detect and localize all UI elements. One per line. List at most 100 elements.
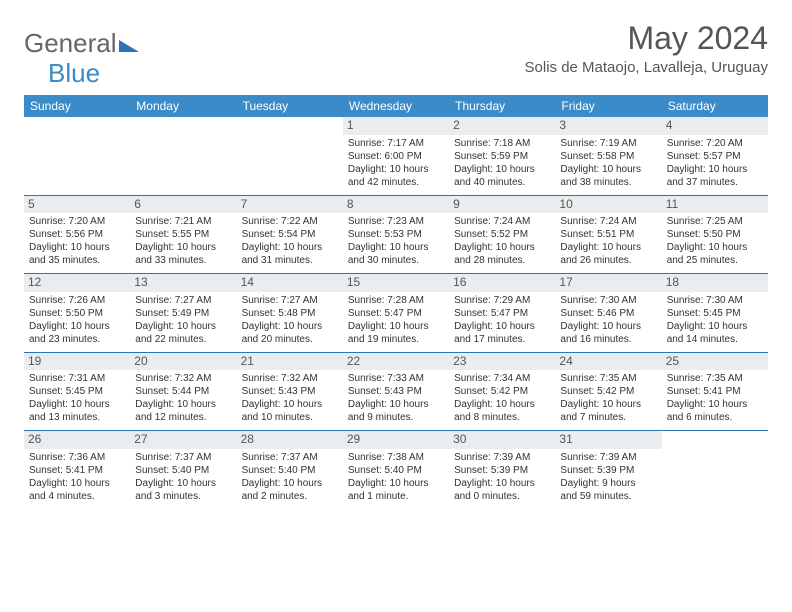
sunrise-text: Sunrise: 7:32 AM — [242, 372, 338, 385]
daylight-text: Daylight: 10 hours — [242, 477, 338, 490]
daylight-text: and 33 minutes. — [135, 254, 231, 267]
sunset-text: Sunset: 5:47 PM — [454, 307, 550, 320]
daylight-text: and 28 minutes. — [454, 254, 550, 267]
day-cell: 25Sunrise: 7:35 AMSunset: 5:41 PMDayligh… — [662, 352, 768, 431]
day-cell: 11Sunrise: 7:25 AMSunset: 5:50 PMDayligh… — [662, 195, 768, 274]
daylight-text: Daylight: 10 hours — [667, 163, 763, 176]
daylight-text: and 12 minutes. — [135, 411, 231, 424]
daylight-text: and 38 minutes. — [560, 176, 656, 189]
daylight-text: Daylight: 10 hours — [454, 241, 550, 254]
logo-text-2: Blue — [48, 58, 100, 89]
sunrise-text: Sunrise: 7:31 AM — [29, 372, 125, 385]
daylight-text: and 2 minutes. — [242, 490, 338, 503]
day-number: 2 — [449, 117, 555, 135]
sunset-text: Sunset: 5:55 PM — [135, 228, 231, 241]
week-row: 12Sunrise: 7:26 AMSunset: 5:50 PMDayligh… — [24, 274, 768, 353]
daylight-text: and 6 minutes. — [667, 411, 763, 424]
sunset-text: Sunset: 5:58 PM — [560, 150, 656, 163]
day-cell: 8Sunrise: 7:23 AMSunset: 5:53 PMDaylight… — [343, 195, 449, 274]
logo-text-1: General — [24, 28, 117, 59]
daylight-text: and 16 minutes. — [560, 333, 656, 346]
sunrise-text: Sunrise: 7:19 AM — [560, 137, 656, 150]
day-cell: 3Sunrise: 7:19 AMSunset: 5:58 PMDaylight… — [555, 117, 661, 195]
day-cell: 30Sunrise: 7:39 AMSunset: 5:39 PMDayligh… — [449, 431, 555, 509]
day-cell: 10Sunrise: 7:24 AMSunset: 5:51 PMDayligh… — [555, 195, 661, 274]
day-number: 25 — [662, 353, 768, 371]
sunrise-text: Sunrise: 7:30 AM — [667, 294, 763, 307]
sunset-text: Sunset: 5:43 PM — [242, 385, 338, 398]
day-cell: 17Sunrise: 7:30 AMSunset: 5:46 PMDayligh… — [555, 274, 661, 353]
day-cell: 19Sunrise: 7:31 AMSunset: 5:45 PMDayligh… — [24, 352, 130, 431]
daylight-text: and 22 minutes. — [135, 333, 231, 346]
daylight-text: Daylight: 10 hours — [348, 320, 444, 333]
daylight-text: and 8 minutes. — [454, 411, 550, 424]
daylight-text: and 14 minutes. — [667, 333, 763, 346]
sunrise-text: Sunrise: 7:38 AM — [348, 451, 444, 464]
daylight-text: and 31 minutes. — [242, 254, 338, 267]
daylight-text: and 19 minutes. — [348, 333, 444, 346]
day-cell: 20Sunrise: 7:32 AMSunset: 5:44 PMDayligh… — [130, 352, 236, 431]
sunset-text: Sunset: 5:48 PM — [242, 307, 338, 320]
sunrise-text: Sunrise: 7:20 AM — [667, 137, 763, 150]
day-cell: 23Sunrise: 7:34 AMSunset: 5:42 PMDayligh… — [449, 352, 555, 431]
daylight-text: Daylight: 10 hours — [454, 320, 550, 333]
daylight-text: and 20 minutes. — [242, 333, 338, 346]
day-number: 10 — [555, 196, 661, 214]
day-number: 8 — [343, 196, 449, 214]
day-number: 30 — [449, 431, 555, 449]
title-block: May 2024 Solis de Mataojo, Lavalleja, Ur… — [525, 20, 768, 76]
day-header: Friday — [555, 95, 661, 117]
daylight-text: and 1 minute. — [348, 490, 444, 503]
day-number: 27 — [130, 431, 236, 449]
week-row: 5Sunrise: 7:20 AMSunset: 5:56 PMDaylight… — [24, 195, 768, 274]
daylight-text: Daylight: 10 hours — [29, 241, 125, 254]
day-cell — [237, 117, 343, 195]
day-header: Wednesday — [343, 95, 449, 117]
daylight-text: Daylight: 10 hours — [560, 398, 656, 411]
daylight-text: and 23 minutes. — [29, 333, 125, 346]
day-number: 1 — [343, 117, 449, 135]
day-cell: 12Sunrise: 7:26 AMSunset: 5:50 PMDayligh… — [24, 274, 130, 353]
sunset-text: Sunset: 5:42 PM — [454, 385, 550, 398]
calendar-table: SundayMondayTuesdayWednesdayThursdayFrid… — [24, 95, 768, 509]
sunrise-text: Sunrise: 7:18 AM — [454, 137, 550, 150]
sunset-text: Sunset: 5:56 PM — [29, 228, 125, 241]
sunset-text: Sunset: 5:44 PM — [135, 385, 231, 398]
day-number: 26 — [24, 431, 130, 449]
sunrise-text: Sunrise: 7:24 AM — [560, 215, 656, 228]
daylight-text: Daylight: 10 hours — [242, 320, 338, 333]
day-cell: 22Sunrise: 7:33 AMSunset: 5:43 PMDayligh… — [343, 352, 449, 431]
daylight-text: Daylight: 10 hours — [667, 241, 763, 254]
sunrise-text: Sunrise: 7:32 AM — [135, 372, 231, 385]
day-number: 18 — [662, 274, 768, 292]
daylight-text: Daylight: 10 hours — [454, 477, 550, 490]
logo-triangle-icon — [119, 40, 139, 52]
day-cell: 4Sunrise: 7:20 AMSunset: 5:57 PMDaylight… — [662, 117, 768, 195]
calendar-body: 1Sunrise: 7:17 AMSunset: 6:00 PMDaylight… — [24, 117, 768, 509]
day-number: 31 — [555, 431, 661, 449]
daylight-text: and 7 minutes. — [560, 411, 656, 424]
day-number: 21 — [237, 353, 343, 371]
day-number: 7 — [237, 196, 343, 214]
daylight-text: Daylight: 10 hours — [348, 163, 444, 176]
day-cell: 28Sunrise: 7:37 AMSunset: 5:40 PMDayligh… — [237, 431, 343, 509]
daylight-text: and 59 minutes. — [560, 490, 656, 503]
daylight-text: Daylight: 10 hours — [135, 320, 231, 333]
sunrise-text: Sunrise: 7:35 AM — [667, 372, 763, 385]
day-number: 20 — [130, 353, 236, 371]
day-header: Thursday — [449, 95, 555, 117]
sunset-text: Sunset: 5:57 PM — [667, 150, 763, 163]
daylight-text: and 35 minutes. — [29, 254, 125, 267]
sunset-text: Sunset: 5:50 PM — [667, 228, 763, 241]
sunrise-text: Sunrise: 7:21 AM — [135, 215, 231, 228]
day-cell: 5Sunrise: 7:20 AMSunset: 5:56 PMDaylight… — [24, 195, 130, 274]
week-row: 26Sunrise: 7:36 AMSunset: 5:41 PMDayligh… — [24, 431, 768, 509]
daylight-text: Daylight: 10 hours — [348, 398, 444, 411]
day-number: 24 — [555, 353, 661, 371]
sunrise-text: Sunrise: 7:35 AM — [560, 372, 656, 385]
daylight-text: and 40 minutes. — [454, 176, 550, 189]
day-number: 29 — [343, 431, 449, 449]
day-number: 19 — [24, 353, 130, 371]
day-header: Monday — [130, 95, 236, 117]
daylight-text: Daylight: 10 hours — [560, 241, 656, 254]
